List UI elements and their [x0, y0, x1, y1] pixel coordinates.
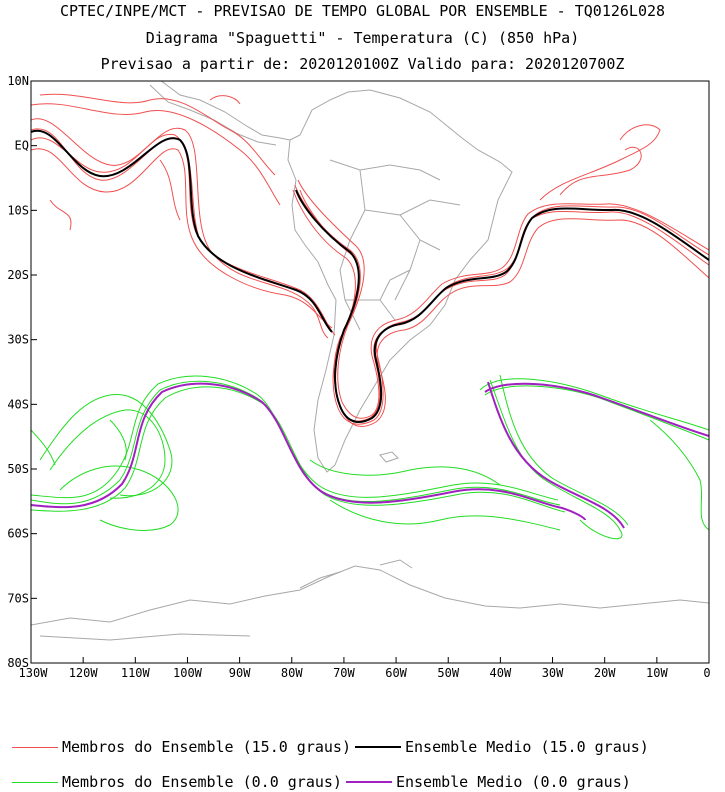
- title-line-2: Diagrama "Spaguetti" - Temperatura (C) (…: [145, 29, 580, 47]
- lat-axis: 10N EQ 10S 20S 30S 40S 50S 60S 70S 80S: [7, 74, 37, 670]
- legend-members-0c: Membros do Ensemble (0.0 graus): [12, 773, 342, 791]
- legend-members-15c-label: Membros do Ensemble (15.0 graus): [62, 738, 351, 756]
- legend-members-15c-swatch: [12, 746, 58, 748]
- legend-members-0c-swatch: [12, 781, 58, 783]
- lon-tick-label: 80W: [281, 666, 303, 680]
- lon-tick-label: 20W: [594, 666, 616, 680]
- lat-tick-label: 10N: [7, 74, 29, 88]
- legend-mean-15c-label: Ensemble Medio (15.0 graus): [404, 738, 649, 756]
- south-america-coast: [287, 89, 513, 473]
- title-line-3: Previsao a partir de: 2020120100Z Valido…: [100, 55, 625, 73]
- lat-tick-label: 70S: [7, 591, 29, 605]
- lat-tick-label: 20S: [7, 268, 29, 282]
- lat-tick-label: 10S: [7, 203, 29, 217]
- lon-tick-label: 50W: [437, 666, 459, 680]
- legend-mean-15c-swatch: [354, 746, 401, 748]
- falklands: [379, 451, 399, 463]
- lon-tick-label: 70W: [333, 666, 355, 680]
- lon-tick-label: 30W: [542, 666, 564, 680]
- legend-mean-0c-label: Ensemble Medio (0.0 graus): [395, 773, 631, 791]
- antarctica-coast: [31, 565, 709, 626]
- lon-tick-label: 130W: [19, 666, 49, 680]
- country-borders: [329, 159, 461, 331]
- legend-members-0c-label: Membros do Ensemble (0.0 graus): [62, 773, 342, 791]
- lon-tick-label: 120W: [69, 666, 99, 680]
- lon-axis: 130W 120W 110W 100W 90W 80W 70W 60W 50W 40W 30W 20W…: [19, 657, 711, 680]
- coastline-layer: [31, 81, 709, 641]
- lon-tick-label: 0: [703, 666, 710, 680]
- lon-tick-label: 10W: [646, 666, 668, 680]
- lat-tick-label: 40S: [7, 397, 29, 411]
- lon-tick-label: 40W: [490, 666, 512, 680]
- antarctic-islands: [39, 559, 413, 641]
- lon-tick-label: 90W: [229, 666, 251, 680]
- mean-15c-line: [31, 129, 709, 423]
- lon-tick-label: 100W: [173, 666, 203, 680]
- legend-mean-0c: Ensemble Medio (0.0 graus): [345, 773, 631, 791]
- legend-mean-0c-swatch: [345, 781, 392, 783]
- spaghetti-map: 10N EQ 10S 20S 30S 40S 50S 60S 70S 80S 130W 120W 11…: [7, 74, 711, 680]
- lat-tick-label: 30S: [7, 333, 29, 347]
- legend-mean-15c: Ensemble Medio (15.0 graus): [354, 738, 649, 756]
- legend-members-15c: Membros do Ensemble (15.0 graus): [12, 738, 351, 756]
- lat-tick-label: 60S: [7, 527, 29, 541]
- title-line-1: CPTEC/INPE/MCT - PREVISAO DE TEMPO GLOBA…: [59, 2, 666, 20]
- legend-row-2: Membros do Ensemble (0.0 graus) Ensemble…: [12, 772, 631, 792]
- lat-tick-label: 80S: [7, 656, 29, 670]
- lon-tick-label: 60W: [385, 666, 407, 680]
- members-15c-group: [31, 93, 709, 427]
- lat-tick-label: EQ: [15, 139, 29, 153]
- lon-tick-label: 110W: [121, 666, 151, 680]
- map-frame: [30, 80, 710, 664]
- lat-tick-label: 50S: [7, 462, 29, 476]
- legend-row-1: Membros do Ensemble (15.0 graus) Ensembl…: [12, 737, 649, 757]
- mean-0c-line: [31, 381, 709, 529]
